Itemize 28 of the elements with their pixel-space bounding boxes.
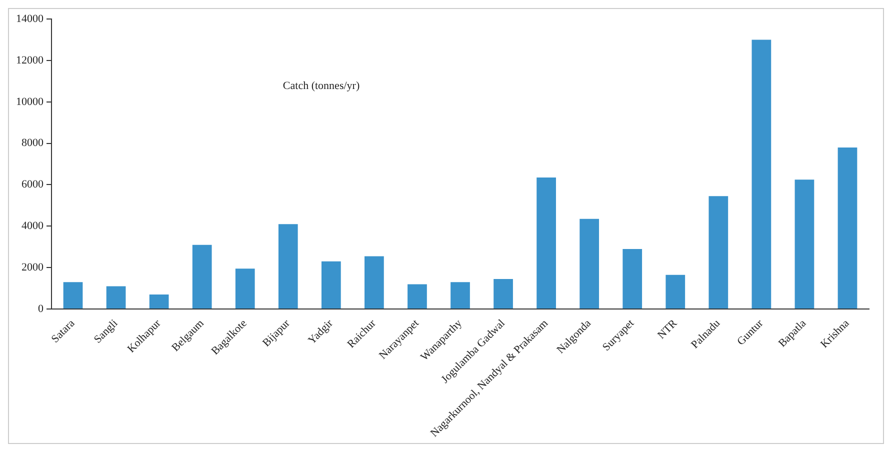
bar [149, 294, 169, 309]
bar [278, 224, 298, 309]
bar [752, 40, 772, 309]
y-tick-label: 10000 [16, 96, 44, 108]
bar [838, 147, 858, 309]
bar [63, 282, 83, 309]
bar [622, 248, 642, 309]
bar [364, 256, 384, 309]
bar [794, 180, 814, 309]
y-tick-label: 14000 [16, 12, 44, 25]
bar [708, 196, 728, 309]
y-tick-label: 0 [38, 302, 44, 315]
annotation: Catch (tonnes/yr) [282, 80, 360, 92]
y-tick-label: 2000 [22, 262, 44, 274]
bar [450, 282, 470, 309]
bar [321, 261, 341, 309]
bar [235, 268, 255, 309]
bar [408, 284, 427, 309]
bar [666, 274, 686, 309]
bar [494, 279, 513, 309]
bar [192, 244, 212, 309]
y-tick-label: 8000 [22, 137, 44, 150]
bar [106, 286, 126, 309]
y-tick-label: 12000 [16, 54, 44, 66]
bar [580, 218, 600, 309]
y-tick-label: 6000 [22, 178, 44, 191]
bar [536, 177, 556, 309]
y-tick-label: 4000 [22, 220, 44, 232]
